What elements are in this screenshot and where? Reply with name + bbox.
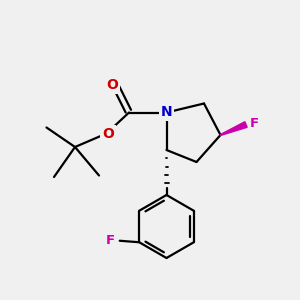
Text: O: O [106, 78, 118, 92]
Text: N: N [161, 106, 172, 119]
Text: F: F [106, 234, 115, 247]
Polygon shape [220, 122, 247, 135]
Text: F: F [250, 117, 259, 130]
Text: O: O [102, 127, 114, 140]
